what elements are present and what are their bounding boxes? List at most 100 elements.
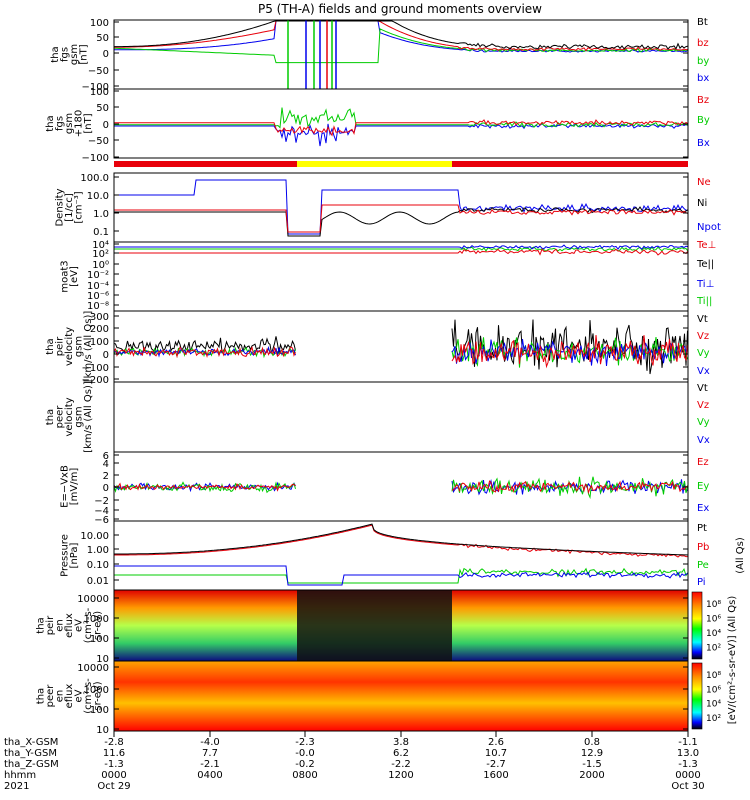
panel-6-ylabel: [km/s (All Qs)]	[83, 381, 94, 453]
panel-3-ytick: 1.0	[93, 209, 109, 220]
legend-ne: Ne	[697, 177, 711, 188]
series-Ne	[114, 204, 688, 233]
panel-5-ytick: 100	[90, 337, 109, 348]
footer-value: -0.2	[295, 759, 315, 770]
series-Ex	[451, 479, 688, 496]
panel-9-ytick: 10	[96, 654, 109, 665]
panel-10-plot	[114, 661, 688, 731]
panel-8-ylabel: [nPa]	[69, 542, 80, 568]
panel-4-ylabel: moat3	[59, 260, 70, 292]
panel-1-ytick: −100	[82, 82, 109, 93]
panel-10-ylabel: (cm²-s-	[83, 678, 94, 714]
panel-9-ylabel: sr-eV)	[93, 611, 104, 640]
panel-8-ytick: 0.01	[87, 576, 109, 587]
panel-8-ylabel: Pressure	[59, 534, 70, 577]
panel-7-ytick: 6	[103, 451, 109, 462]
footer-value: 1600	[483, 770, 508, 781]
footer-value: -2.7	[486, 759, 506, 770]
footer-value: 1200	[388, 770, 413, 781]
panel-7-plot	[114, 476, 688, 500]
legend-ni: Ni	[697, 198, 707, 209]
panels-group: thafgsgsm[nT]100500−50−100Btbzbybxthafgs…	[36, 17, 747, 736]
series-By	[114, 107, 688, 129]
footer-value: 12.9	[581, 748, 603, 759]
legend-by: By	[697, 115, 710, 126]
panel-5-ylabel: gsm	[74, 336, 85, 357]
panel-7-ytick: 2	[103, 471, 109, 482]
panel-5-ytick: 200	[90, 324, 109, 335]
series-Bz	[114, 119, 688, 137]
footer-value: 2000	[579, 770, 604, 781]
footer-value: -4.0	[200, 737, 220, 748]
panel-8-note: (All Qs)	[735, 537, 746, 574]
panel-1-ytick: −50	[88, 66, 109, 77]
panel-5-ylabel: peir	[55, 336, 66, 356]
panel-10-ylabel: eV	[74, 689, 85, 702]
series-Vz	[451, 335, 688, 369]
footer-value: 7.7	[202, 748, 218, 759]
panel-7-ylabel: E=−VxB	[59, 465, 70, 508]
colorbar-tick: 10⁴	[706, 700, 721, 710]
panel-3-ylabel: [1/cc]	[64, 193, 75, 222]
panel-10-ylabel: en	[55, 690, 66, 703]
series-Bx	[114, 123, 688, 147]
panel-10-ytick: 10	[96, 725, 109, 736]
panel-10-ylabel: sr-eV)	[93, 681, 104, 710]
footer-value: 0400	[197, 770, 222, 781]
series-Teperp	[114, 248, 688, 256]
panel-4-ylabel: [eV]	[69, 266, 80, 287]
panel-4-ytick: 10⁰	[92, 260, 109, 271]
series-Npot	[114, 179, 688, 235]
panel-6-ylabel: gsm	[74, 406, 85, 427]
legend-vz: Vz	[697, 400, 709, 411]
panel-1-ylabel: fgs	[59, 47, 70, 62]
footer-date-label: 2021	[4, 781, 29, 792]
series-Vt	[114, 336, 296, 356]
panel-5-ylabel: velocity	[64, 327, 75, 366]
colorbar-tick: 10²	[706, 644, 721, 654]
panel-5-ytick: −100	[82, 363, 109, 374]
series-Ez	[114, 482, 296, 492]
footer-row-label: tha_Y-GSM	[4, 748, 57, 759]
colorbar	[691, 662, 703, 730]
legend-bz: Bz	[697, 95, 709, 106]
panel-10-ylabel: tha	[36, 688, 47, 704]
panel-2-ytick: −50	[88, 136, 109, 147]
series-Pt	[114, 523, 688, 556]
footer-value: -1.3	[104, 759, 124, 770]
series-Tiperp	[114, 244, 688, 250]
legend-pb: Pb	[697, 542, 709, 553]
spectrogram-gap	[297, 590, 452, 661]
chart-title: P5 (TH-A) fields and ground moments over…	[258, 2, 542, 16]
legend-bz: bz	[697, 38, 709, 49]
panel-4-ytick: 10⁴	[92, 240, 109, 251]
footer-value: -2.8	[104, 737, 124, 748]
footer-value: 10.7	[485, 748, 507, 759]
panel-3: Density[1/cc][cm⁻³] 100.0 10.0 1.0 0.1 Ne Ni Np…	[55, 172, 721, 243]
panel-8: Pressure[nPa]10.00 1.00 0.10 0.01 Pt Pb Pe Pi (A…	[59, 520, 746, 591]
panel-7-ytick: 0	[103, 483, 109, 494]
panel-1-ytick: 50	[96, 33, 109, 44]
panel-3-ytick: 10.0	[87, 191, 109, 202]
panel-2-frame	[113, 88, 689, 159]
panel-7-ytick: −2	[94, 496, 109, 507]
series-Ey	[451, 476, 688, 500]
colorbar-tick: 10⁶	[706, 615, 721, 625]
panel-4-ytick: 10⁻⁸	[87, 301, 109, 312]
series-bt	[114, 20, 688, 50]
panel-3-plot	[114, 179, 688, 237]
panel-4-frame	[113, 241, 689, 312]
panel-9-ylabel: peir	[45, 615, 56, 635]
panel-5-ylabel: tha	[45, 338, 56, 354]
colorbar-tick: 10²	[706, 714, 721, 724]
panel-9-ytick: 10000	[77, 594, 109, 605]
footer-value: 0.8	[584, 737, 600, 748]
footer-value: 2.6	[488, 737, 504, 748]
panel-6-frame	[113, 381, 689, 453]
panel-1-frame	[113, 19, 689, 90]
